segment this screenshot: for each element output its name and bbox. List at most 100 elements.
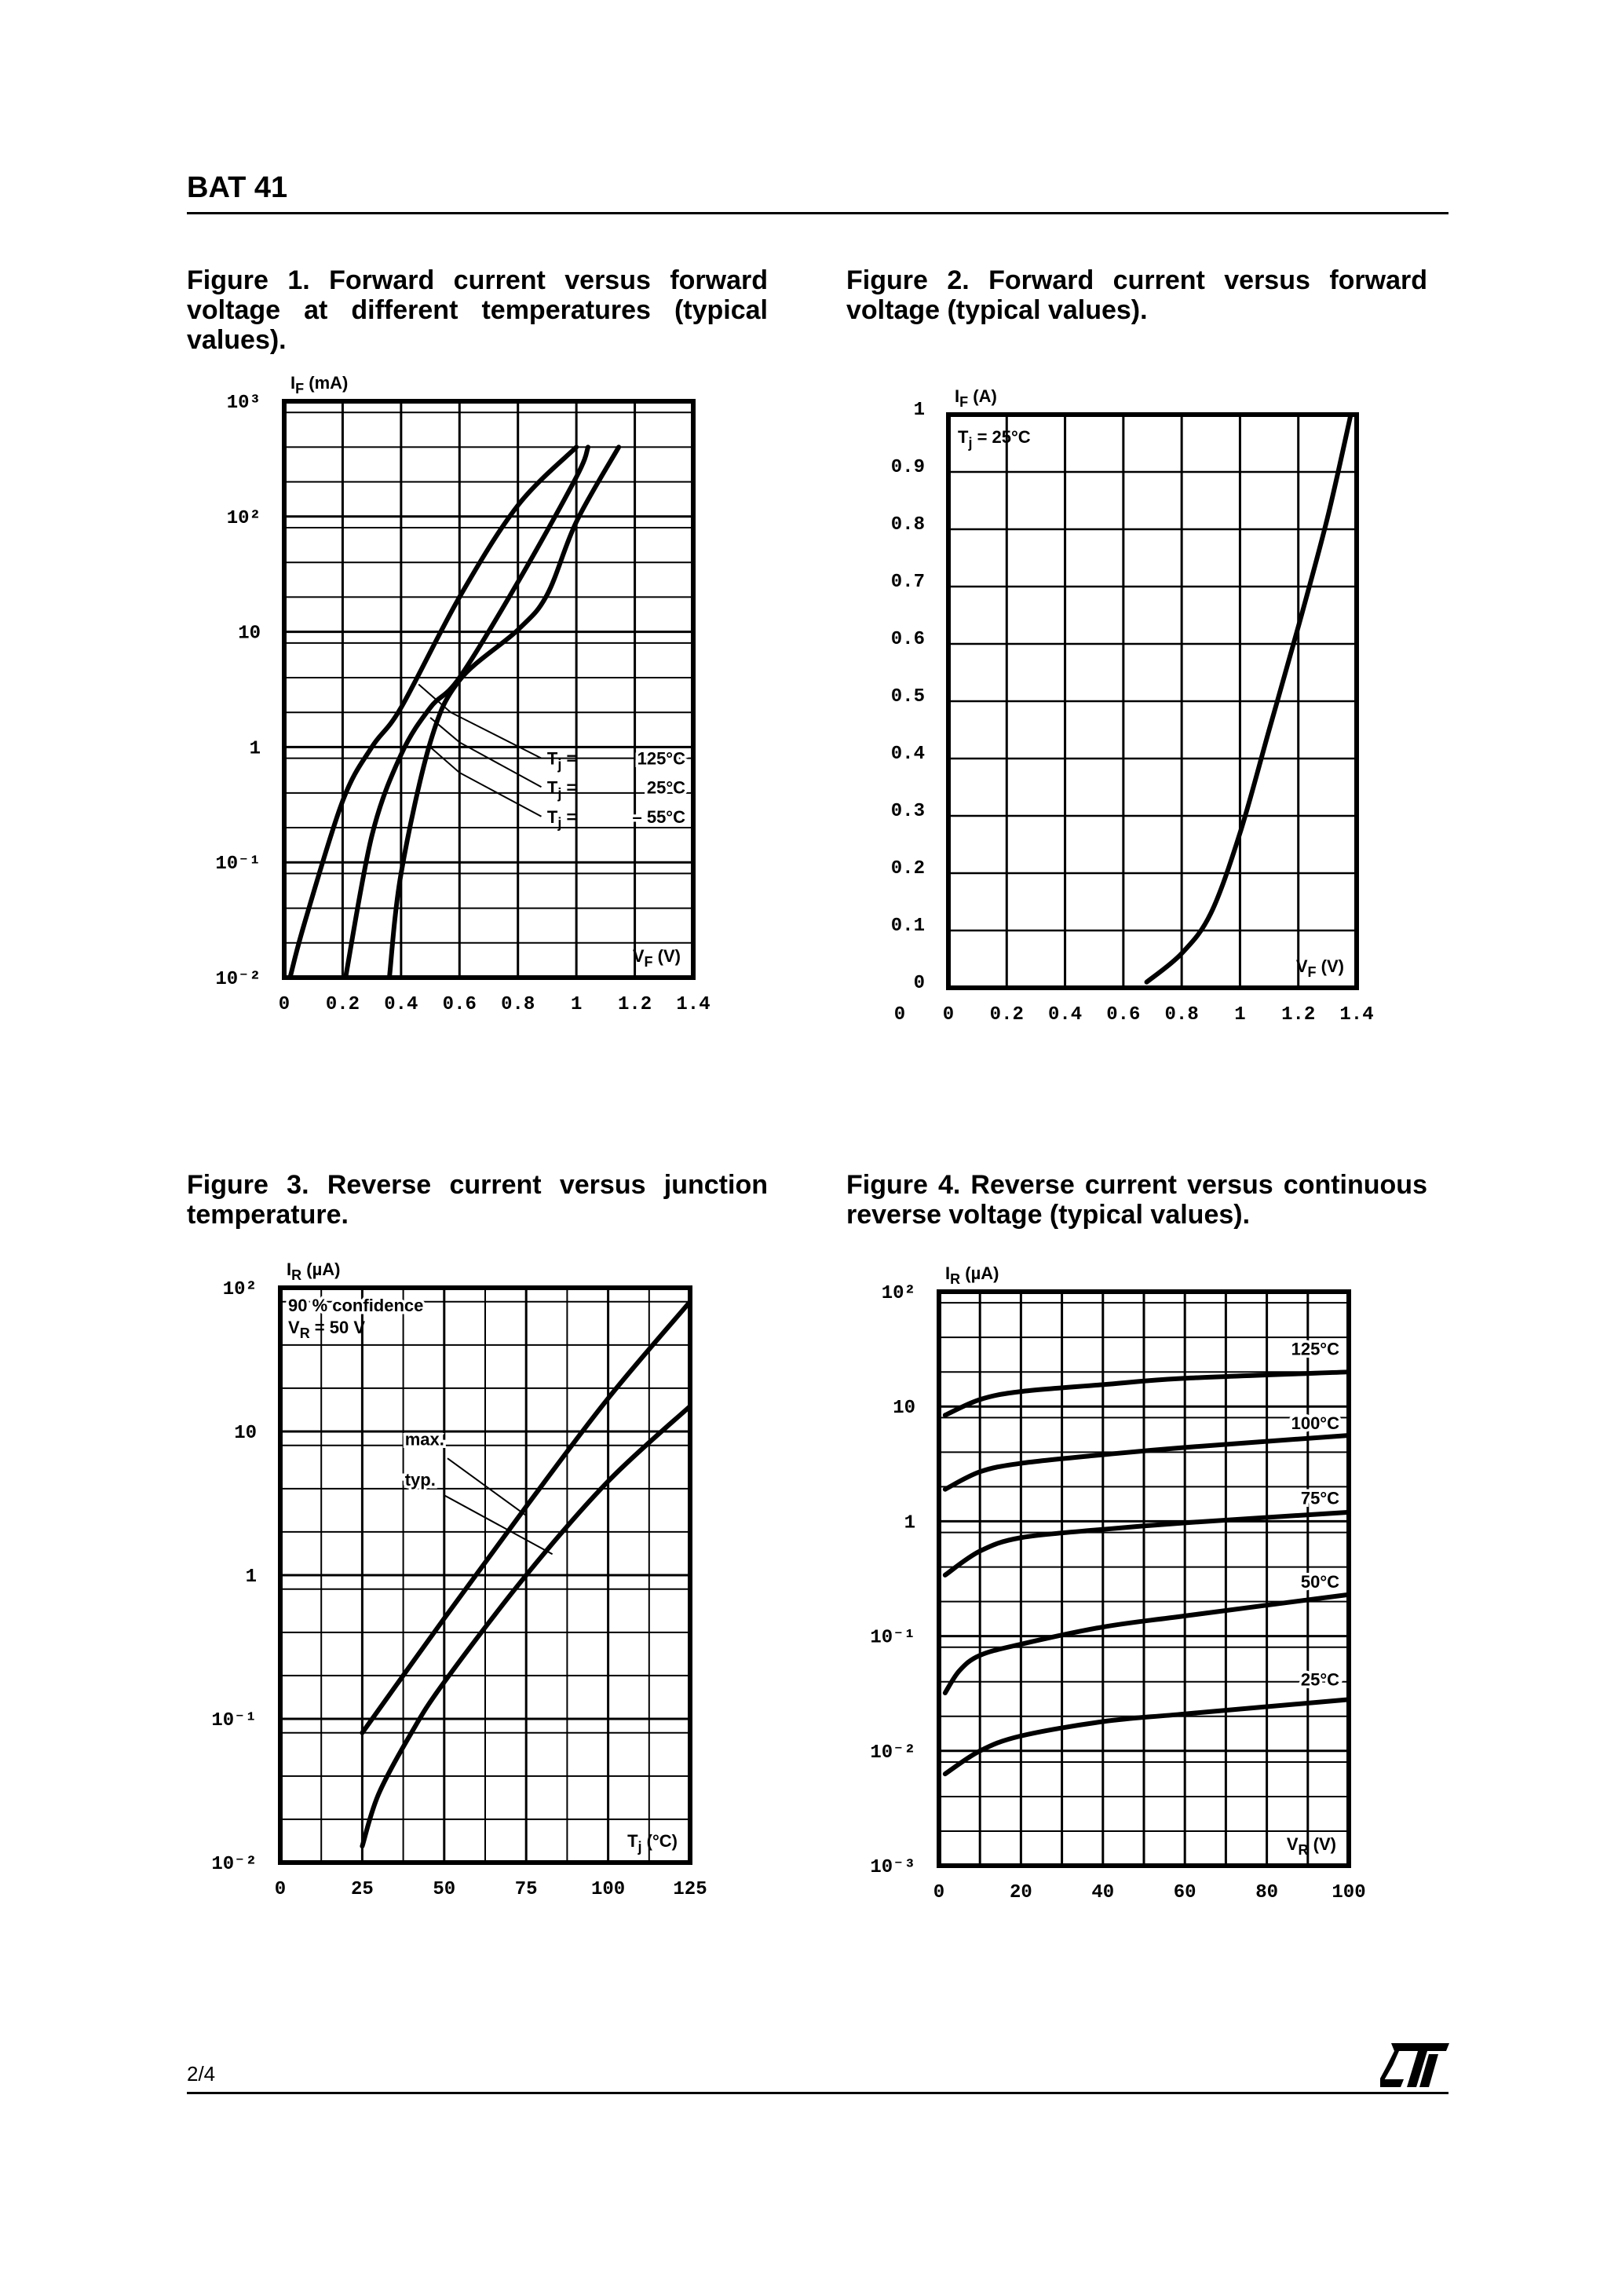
vr-annotation: VR = 50 V xyxy=(288,1318,365,1341)
figure-1-chart: 0 0.2 0.4 0.6 0.8 1 1.2 1.4 10³ 10² 10 1 10⁻¹ 10⁻² IF … xyxy=(198,354,740,1033)
x-tick-label: 0.2 xyxy=(326,994,360,1015)
x-tick-label: 0 xyxy=(275,1879,286,1900)
max-leader-line xyxy=(447,1457,527,1516)
x-tick-label: 20 xyxy=(1010,1882,1032,1903)
curve-label-4: 25°C xyxy=(1301,1670,1339,1690)
x-tick-label: 75 xyxy=(515,1879,538,1900)
curve-label-2: 75°C xyxy=(1301,1489,1339,1508)
legend-item-2: – 55°C xyxy=(632,807,685,827)
x-tick-label: 80 xyxy=(1255,1882,1278,1903)
y-tick-label: 10⁻² xyxy=(870,1742,915,1764)
legend-leader-line xyxy=(429,717,542,788)
x-origin-label: 0 xyxy=(894,1004,905,1026)
legend-item-prefix: Tj = xyxy=(547,807,576,831)
tj-annotation: Tj = 25°C xyxy=(958,427,1031,451)
y-tick-label: 10² xyxy=(227,508,261,529)
y-tick-label: 0.7 xyxy=(891,572,925,593)
confidence-annotation: 90 % confidence xyxy=(288,1296,423,1315)
x-tick-label: 0.4 xyxy=(1048,1004,1082,1026)
x-tick-label: 1 xyxy=(1234,1004,1245,1026)
footer-rule xyxy=(187,2092,1448,2094)
x-axis-label: VF (V) xyxy=(1296,956,1344,980)
figure-4-chart: 0 20 40 60 80 100 10² 10 1 10⁻¹ 10⁻² 10⁻³ IR (µA) VR … xyxy=(853,1245,1396,1921)
y-tick-label: 0.2 xyxy=(891,858,925,879)
x-tick-label: 0.8 xyxy=(501,994,535,1015)
plot-area: 0 20 40 60 80 100 10² 10 1 10⁻¹ 10⁻² 10⁻³ IR (µA) VR … xyxy=(870,1263,1365,1903)
x-tick-label: 50 xyxy=(433,1879,455,1900)
y-axis-label: IF (mA) xyxy=(290,373,348,397)
y-tick-label: 10⁻³ xyxy=(870,1857,915,1878)
y-tick-label: 0 xyxy=(914,973,925,994)
y-tick-label: 1 xyxy=(904,1512,915,1534)
series-line-4 xyxy=(942,1697,1351,1777)
x-tick-label: 125 xyxy=(673,1879,707,1900)
max-label: max. xyxy=(405,1430,444,1450)
plot-area: 0 0.2 0.4 0.6 0.8 1 1.2 1.4 10³ 10² 10 1 10⁻¹ 10⁻² IF … xyxy=(215,373,710,1015)
series-line-0 xyxy=(942,1369,1351,1418)
x-tick-label: 100 xyxy=(1332,1882,1365,1903)
series-line-0 xyxy=(1144,412,1353,985)
x-tick-label: 0.6 xyxy=(443,994,477,1015)
curve-label-3: 50°C xyxy=(1301,1572,1339,1592)
typ-label: typ. xyxy=(405,1470,436,1490)
series-line-1 xyxy=(942,1433,1351,1492)
x-tick-label: 0.2 xyxy=(990,1004,1024,1026)
y-axis-label: IR (µA) xyxy=(945,1263,999,1287)
y-tick-label: 0.3 xyxy=(891,801,925,822)
typ-leader-line xyxy=(444,1494,553,1556)
series-line-3 xyxy=(942,1592,1351,1695)
y-tick-label: 0.4 xyxy=(891,744,925,765)
series-group xyxy=(287,444,622,980)
x-tick-label: 1.2 xyxy=(618,994,652,1015)
series-group xyxy=(360,1299,692,1849)
y-tick-label: 10⁻¹ xyxy=(211,1710,257,1731)
y-tick-label: 1 xyxy=(250,738,261,759)
legend-leader-line xyxy=(426,744,542,817)
legend-leader-line xyxy=(418,683,542,759)
y-tick-label: 10⁻² xyxy=(215,969,261,990)
x-axis-label: Tj (°C) xyxy=(627,1831,678,1855)
figure-3-chart: 0 25 50 75 100 125 10² 10 1 10⁻¹ 10⁻² IR (µA) Tj (°C… xyxy=(194,1241,737,1918)
x-axis-label: VF (V) xyxy=(633,946,681,970)
series-group xyxy=(942,1369,1351,1777)
legend-item-prefix: Tj = xyxy=(547,777,576,801)
legend-item-0: 125°C xyxy=(637,749,686,769)
y-tick-label: 10² xyxy=(882,1283,915,1304)
legend-item-1: 25°C xyxy=(647,777,685,797)
figure-2-chart: 0 0.2 0.4 0.6 0.8 1 1.2 1.4 1 0.9 0.8 0.7 0.6 0.5 0.4 0… xyxy=(862,367,1404,1043)
figure-3-caption: Figure 3. Reverse current versus junctio… xyxy=(187,1170,768,1230)
y-tick-label: 10² xyxy=(223,1279,257,1300)
x-tick-label: 100 xyxy=(591,1879,625,1900)
x-axis-label: VR (V) xyxy=(1287,1834,1336,1858)
figure-1-caption: Figure 1. Forward current versus forward… xyxy=(187,265,768,355)
y-tick-label: 0.6 xyxy=(891,629,925,650)
series-group xyxy=(1144,412,1353,985)
page-number: 2/4 xyxy=(187,2062,216,2086)
plot-frame xyxy=(282,399,696,980)
series-line-0 xyxy=(287,444,579,980)
x-tick-label: 0 xyxy=(933,1882,944,1903)
y-tick-label: 0.9 xyxy=(891,457,925,478)
x-tick-label: 0 xyxy=(279,994,290,1015)
st-logo xyxy=(1375,2043,1449,2091)
y-tick-label: 10 xyxy=(893,1398,915,1419)
x-tick-label: 1.4 xyxy=(1339,1004,1373,1026)
y-tick-label: 10⁻² xyxy=(211,1854,257,1875)
header-rule xyxy=(187,212,1448,214)
series-line-1 xyxy=(360,1403,692,1849)
x-tick-label: 1 xyxy=(571,994,582,1015)
curve-label-1: 100°C xyxy=(1291,1413,1340,1433)
series-line-0 xyxy=(360,1299,692,1735)
y-tick-label: 0.8 xyxy=(891,514,925,536)
plot-frame xyxy=(937,1289,1351,1868)
plot-area: 0 25 50 75 100 125 10² 10 1 10⁻¹ 10⁻² IR (µA) Tj (°C… xyxy=(211,1260,707,1900)
x-tick-label: 60 xyxy=(1174,1882,1196,1903)
figure-4-caption: Figure 4. Reverse current versus continu… xyxy=(846,1170,1427,1230)
plot-frame xyxy=(278,1285,692,1865)
y-tick-label: 10⁻¹ xyxy=(870,1628,915,1649)
y-axis-label: IF (A) xyxy=(955,386,997,410)
plot-area: 0 0.2 0.4 0.6 0.8 1 1.2 1.4 1 0.9 0.8 0.7 0.6 0.5 0.4 0… xyxy=(891,386,1374,1026)
figure-2-caption: Figure 2. Forward current versus forward… xyxy=(846,265,1427,325)
series-line-2 xyxy=(386,444,622,980)
x-tick-label: 40 xyxy=(1091,1882,1114,1903)
